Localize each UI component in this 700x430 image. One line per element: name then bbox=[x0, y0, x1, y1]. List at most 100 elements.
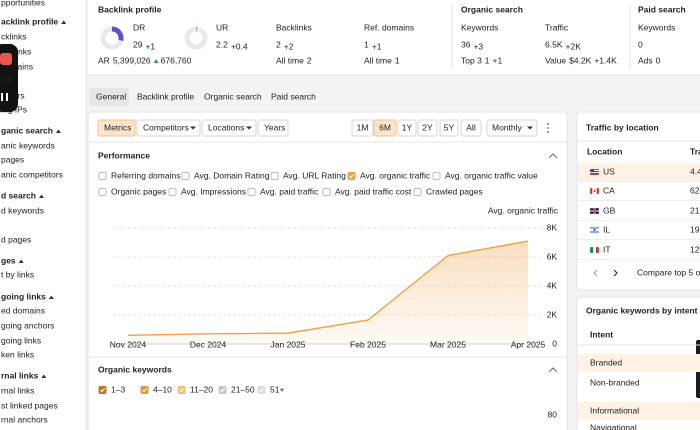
location-code[interactable]: CA bbox=[603, 185, 615, 195]
filter-checkbox[interactable] bbox=[218, 386, 227, 394]
sidebar-heading[interactable]: ges bbox=[1, 255, 16, 265]
metric-checkbox[interactable] bbox=[270, 172, 279, 180]
tab[interactable]: Paid search bbox=[271, 91, 316, 101]
row-band bbox=[578, 354, 700, 372]
row-highlight bbox=[578, 163, 700, 181]
filter-label: 4–10 bbox=[153, 384, 172, 394]
tab[interactable]: General bbox=[96, 91, 126, 101]
metric-checkbox[interactable] bbox=[247, 188, 256, 196]
sidebar-link[interactable]: d pages bbox=[1, 234, 31, 244]
toolbar-label: Competitors bbox=[143, 122, 189, 132]
sidebar-heading[interactable]: d search bbox=[1, 190, 36, 200]
y-tick-label: 4K bbox=[547, 280, 558, 290]
sidebar-link[interactable]: pages bbox=[1, 154, 24, 164]
sidebar-link[interactable]: st linked pages bbox=[1, 400, 58, 410]
metric-checkbox[interactable] bbox=[413, 188, 422, 196]
column-header: Location bbox=[587, 146, 622, 156]
flag-icon bbox=[593, 229, 596, 231]
range-button[interactable] bbox=[439, 119, 459, 137]
location-value: 19 bbox=[690, 224, 700, 234]
metric-checkbox[interactable] bbox=[322, 188, 331, 196]
toolbar-label: Locations bbox=[208, 122, 244, 132]
sidebar-link[interactable]: t by links bbox=[1, 269, 34, 279]
sidebar-link[interactable]: going anchors bbox=[1, 320, 54, 330]
sidebar-heading[interactable]: rnal links bbox=[1, 370, 39, 380]
filter-checkbox[interactable] bbox=[98, 386, 107, 394]
toolbar-button[interactable] bbox=[136, 119, 201, 137]
sidebar-link[interactable]: anic competitors bbox=[1, 169, 63, 179]
sidebar-link[interactable]: rnal links bbox=[1, 385, 35, 395]
metric-checkbox[interactable] bbox=[347, 172, 356, 180]
metric-option: Referring domains bbox=[111, 170, 180, 180]
flag-icon bbox=[590, 247, 593, 253]
sidebar-link[interactable]: ed domains bbox=[1, 305, 45, 315]
check-icon bbox=[179, 388, 185, 393]
flag-icon bbox=[593, 190, 596, 192]
donut-arc bbox=[100, 26, 124, 50]
dot bbox=[547, 127, 549, 129]
toolbar-button[interactable] bbox=[201, 119, 257, 137]
intent-label: Informational bbox=[590, 405, 639, 415]
metric-value: 2.2 bbox=[216, 39, 228, 49]
sidebar-link[interactable]: d keywords bbox=[1, 205, 44, 215]
sidebar-heading[interactable]: going links bbox=[1, 291, 46, 301]
card-title: Traffic by location bbox=[586, 122, 659, 132]
area bbox=[128, 241, 528, 344]
sidebar-link[interactable]: rnal anchors bbox=[1, 414, 48, 424]
pause-bar[interactable] bbox=[6, 93, 8, 101]
range-button[interactable] bbox=[460, 119, 482, 137]
location-code[interactable]: US bbox=[603, 166, 615, 176]
metric-checkbox[interactable] bbox=[98, 172, 107, 180]
dot bbox=[547, 123, 549, 125]
series-label: Avg. organic traffic bbox=[488, 205, 559, 215]
sidebar-link[interactable]: pportunities bbox=[1, 0, 45, 7]
location-code[interactable]: GB bbox=[603, 205, 616, 215]
sidebar-link[interactable]: cklinks bbox=[1, 31, 27, 41]
pause-bar[interactable] bbox=[1, 93, 3, 101]
check-icon bbox=[100, 388, 106, 393]
more-menu[interactable] bbox=[547, 123, 549, 133]
metric-label: Keywords bbox=[461, 22, 498, 32]
range-button[interactable] bbox=[397, 119, 417, 137]
filter-checkbox[interactable] bbox=[140, 386, 149, 394]
overview-card bbox=[87, 111, 568, 430]
toolbar-button[interactable] bbox=[97, 119, 136, 137]
toolbar-button[interactable] bbox=[257, 119, 289, 137]
metric-checkbox[interactable] bbox=[98, 188, 107, 196]
tab[interactable]: Backlink profile bbox=[137, 91, 194, 101]
sidebar-link[interactable]: going links bbox=[1, 335, 41, 345]
range-button[interactable] bbox=[417, 119, 438, 137]
line bbox=[127, 240, 529, 336]
card-link[interactable]: Compare top 5 on bbox=[637, 267, 700, 277]
metric-checkbox[interactable] bbox=[432, 172, 441, 180]
sidebar-link[interactable]: anic keywords bbox=[1, 140, 55, 150]
interval-button[interactable] bbox=[486, 119, 538, 137]
range-button[interactable] bbox=[351, 119, 374, 137]
metric-value[interactable]: 5,399,026 bbox=[113, 55, 151, 65]
sidebar-heading[interactable]: acklink profile bbox=[1, 16, 58, 26]
metric-change: +2K bbox=[566, 41, 582, 51]
location-code[interactable]: IL bbox=[603, 224, 610, 234]
metric-option: Crawled pages bbox=[426, 186, 483, 196]
caret-icon bbox=[55, 129, 61, 133]
collapse-icon[interactable] bbox=[548, 153, 558, 159]
filter-checkbox[interactable] bbox=[177, 386, 186, 394]
location-code[interactable]: IT bbox=[603, 244, 611, 254]
metric-change: +3 bbox=[473, 41, 483, 51]
range-button[interactable] bbox=[373, 119, 397, 137]
metric-sub-label: All time bbox=[276, 55, 304, 65]
metric-checkbox[interactable] bbox=[181, 172, 190, 180]
metric-checkbox[interactable] bbox=[168, 188, 177, 196]
stop-button[interactable] bbox=[0, 53, 12, 65]
collapse-icon[interactable] bbox=[548, 367, 558, 373]
tab[interactable]: Organic search bbox=[204, 91, 262, 101]
flag-icon bbox=[590, 227, 599, 229]
prev-icon[interactable] bbox=[593, 269, 598, 277]
location-value: 4.4 bbox=[690, 166, 700, 176]
sidebar-heading[interactable]: ganic search bbox=[1, 125, 53, 135]
range-label: 1Y bbox=[402, 122, 413, 132]
sidebar-link[interactable]: ken links bbox=[1, 349, 34, 359]
next-icon[interactable] bbox=[613, 269, 618, 277]
metric-label: Traffic bbox=[545, 22, 569, 32]
filter-checkbox[interactable] bbox=[257, 386, 266, 394]
